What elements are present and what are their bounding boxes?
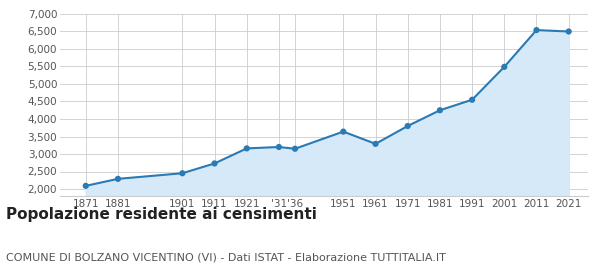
Point — [532, 28, 541, 32]
Point — [290, 146, 300, 151]
Point — [499, 65, 509, 69]
Point — [113, 177, 123, 181]
Text: Popolazione residente ai censimenti: Popolazione residente ai censimenti — [6, 207, 317, 222]
Point — [435, 108, 445, 113]
Point — [242, 146, 251, 151]
Point — [210, 161, 220, 166]
Point — [403, 124, 413, 128]
Text: COMUNE DI BOLZANO VICENTINO (VI) - Dati ISTAT - Elaborazione TUTTITALIA.IT: COMUNE DI BOLZANO VICENTINO (VI) - Dati … — [6, 252, 446, 262]
Point — [274, 145, 284, 149]
Point — [338, 129, 348, 134]
Point — [467, 97, 477, 102]
Point — [178, 171, 187, 176]
Point — [564, 29, 574, 34]
Point — [371, 142, 380, 146]
Point — [81, 184, 91, 188]
